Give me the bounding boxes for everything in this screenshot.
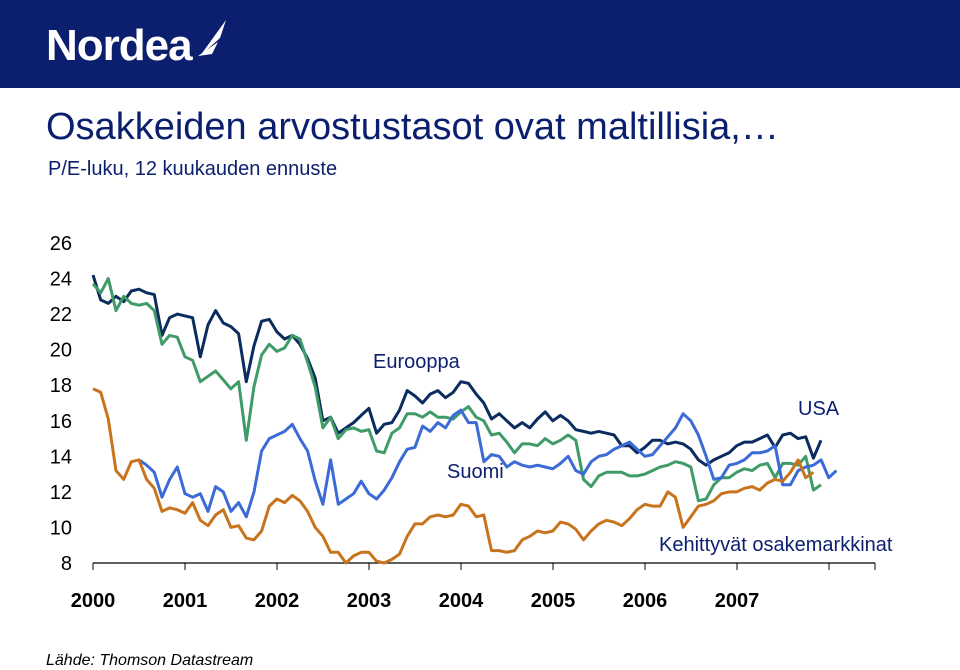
series-label-eurooppa: Eurooppa (373, 351, 461, 373)
source-note: Lähde: Thomson Datastream (46, 652, 254, 669)
y-tick-label: 10 (50, 517, 72, 539)
nordea-logo: Nordea (46, 20, 230, 70)
x-tick-label: 2001 (163, 590, 208, 612)
y-tick-label: 8 (61, 553, 72, 575)
series-line-kehittyv-t-osakemarkkinat (92, 387, 815, 565)
y-tick-label: 12 (50, 482, 72, 504)
y-tick-label: 18 (50, 375, 72, 397)
y-tick-label: 20 (50, 340, 72, 362)
y-tick-label: 22 (50, 304, 72, 326)
y-tick-label: 24 (50, 269, 72, 291)
series-label-usa: USA (798, 398, 840, 420)
series-line-eurooppa (91, 277, 822, 503)
y-tick-label: 26 (50, 233, 72, 255)
series-label-suomi: Suomi (447, 461, 504, 483)
logo-wordmark: Nordea (46, 21, 193, 70)
x-tick-label: 2006 (623, 590, 668, 612)
x-tick-label: 2002 (255, 590, 300, 612)
series-label-kehittyv-t-osakemarkkinat: Kehittyvät osakemarkkinat (659, 534, 893, 556)
x-tick-label: 2007 (715, 590, 760, 612)
x-tick-label: 2004 (439, 590, 484, 612)
x-tick-label: 2003 (347, 590, 392, 612)
sail-icon (197, 20, 226, 56)
series-line-suomi (138, 408, 838, 519)
brand-header: Nordea (0, 0, 960, 88)
slide-subtitle: P/E-luku, 12 kuukauden ennuste (48, 158, 338, 180)
y-tick-label: 14 (50, 446, 72, 468)
y-tick-label: 16 (50, 411, 72, 433)
x-tick-label: 2000 (71, 590, 116, 612)
series-line-usa (91, 274, 823, 467)
x-tick-label: 2005 (531, 590, 576, 612)
slide-title: Osakkeiden arvostustasot ovat maltillisi… (46, 106, 779, 148)
